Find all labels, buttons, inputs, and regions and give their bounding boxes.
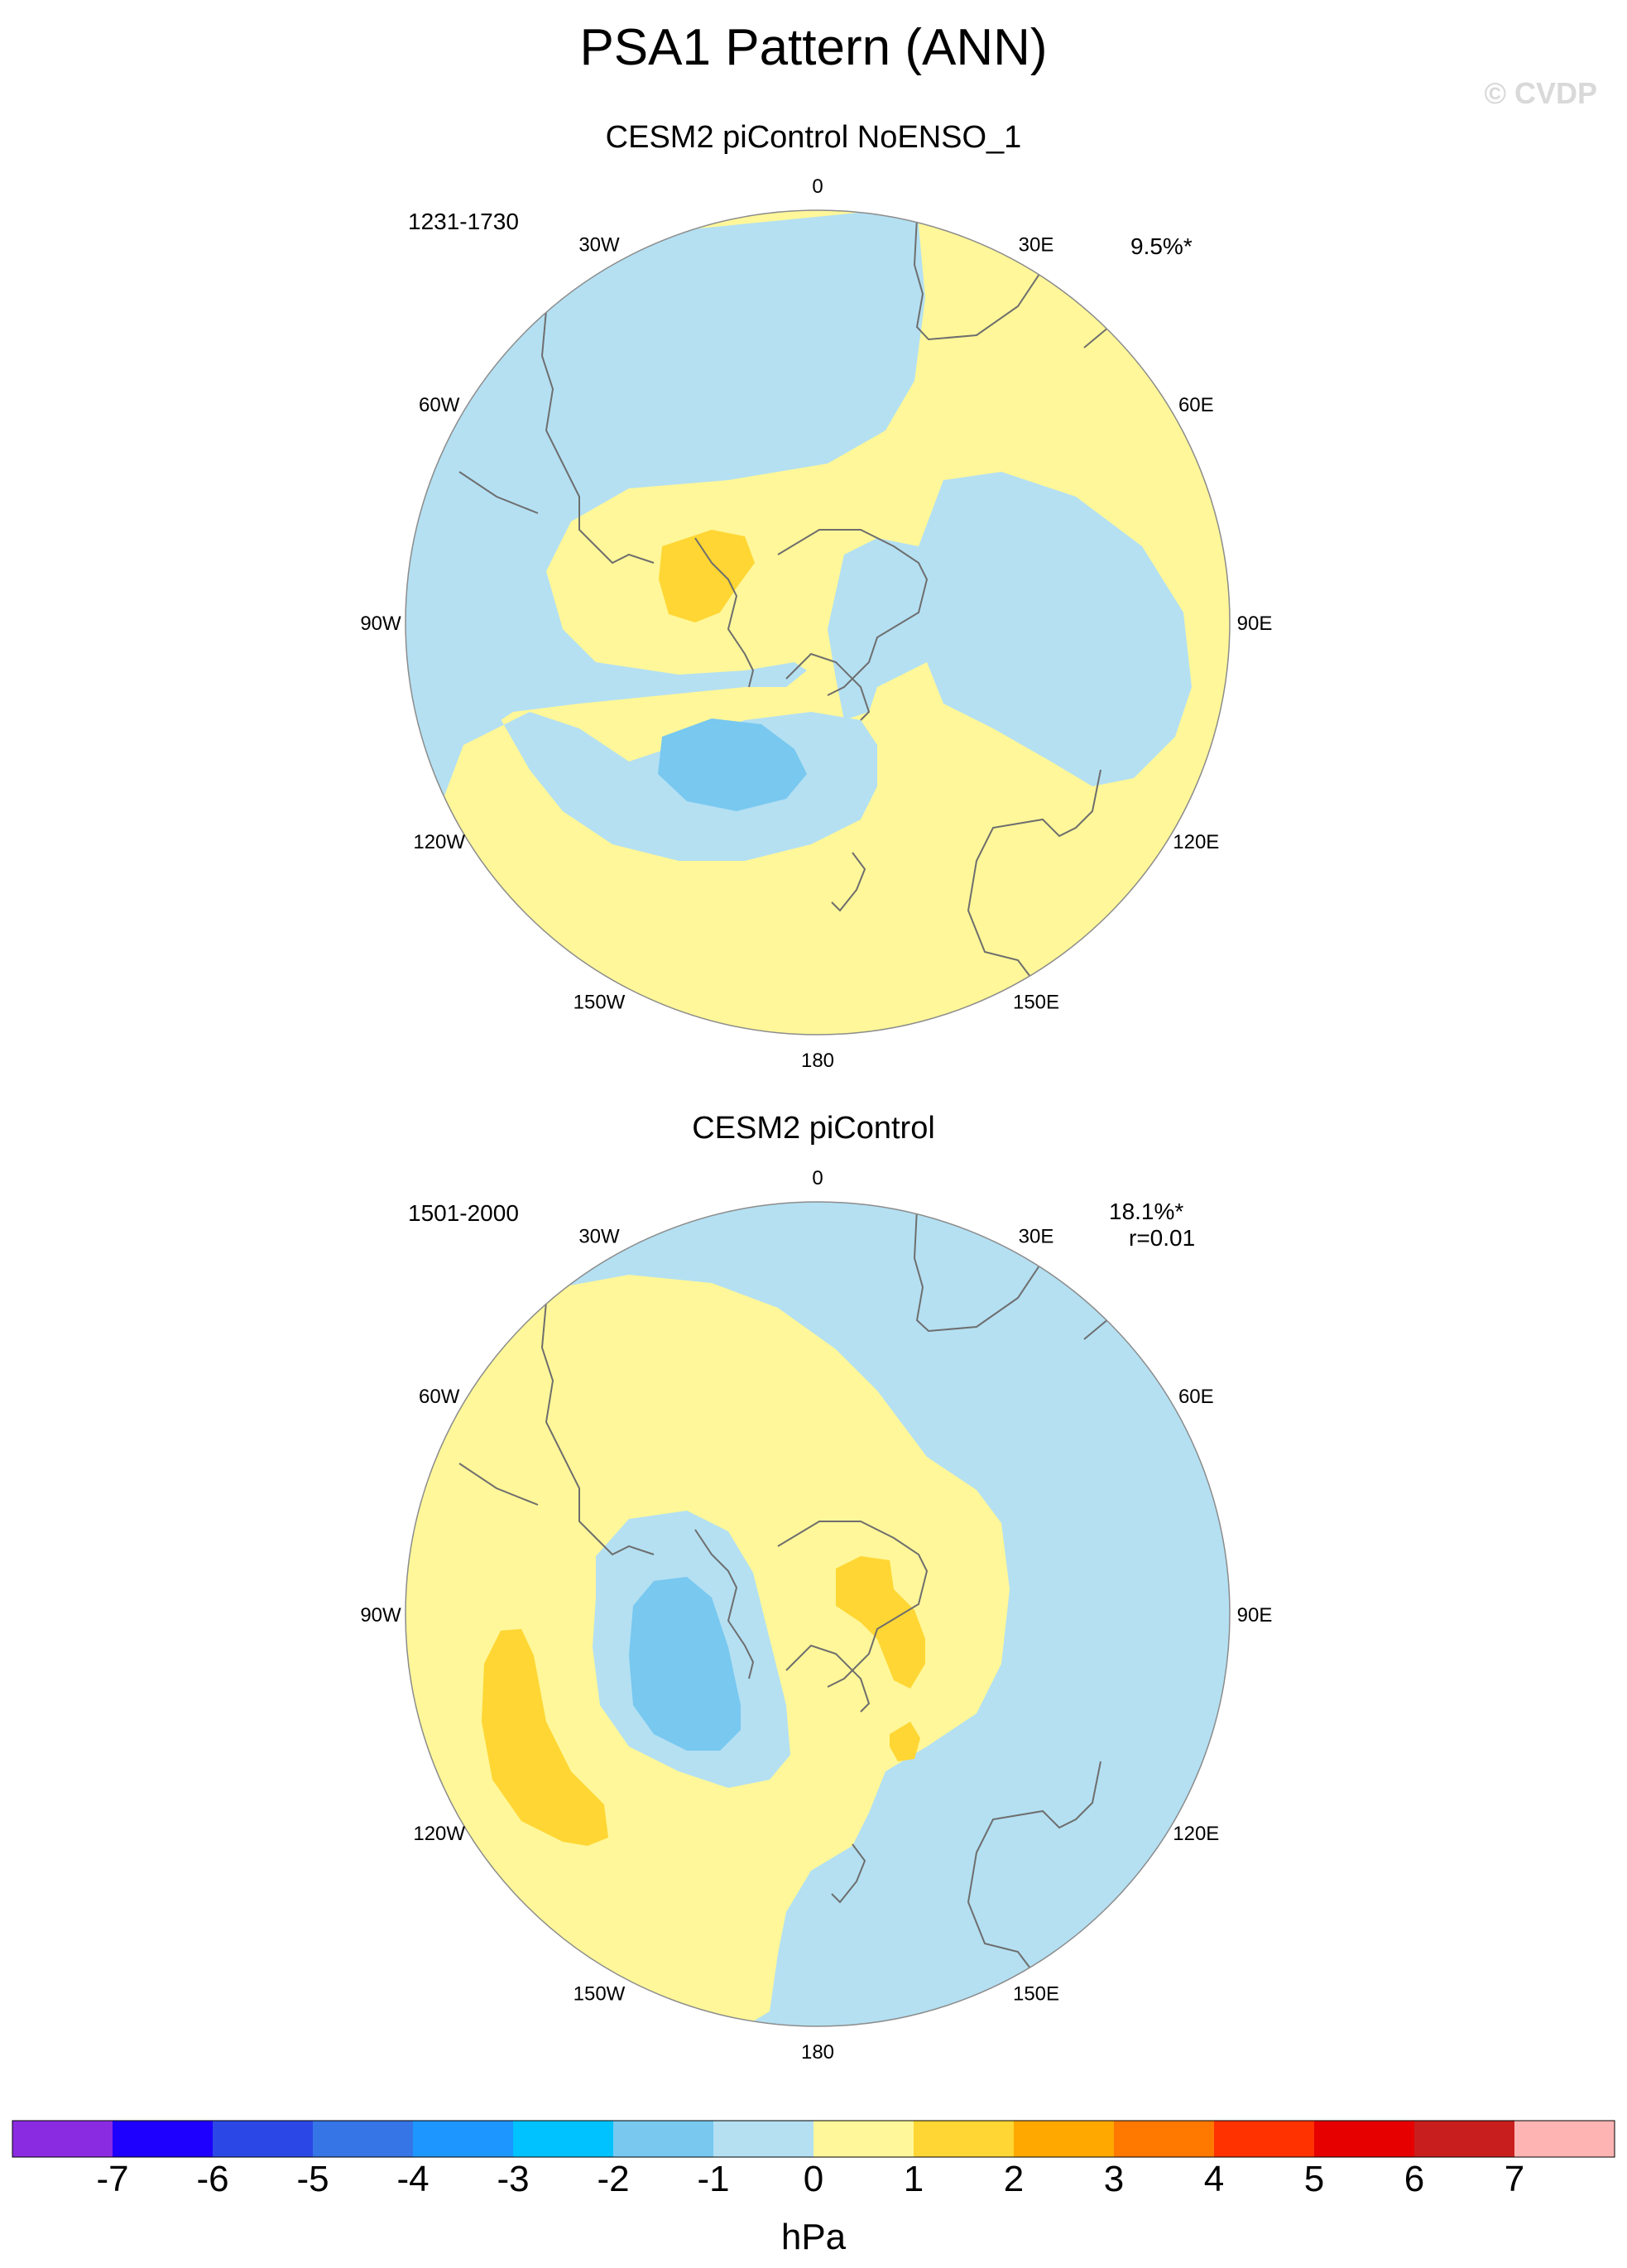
- colorbar-tick-label: 6: [1404, 2159, 1425, 2199]
- panel-1-lon-label: 30E: [1019, 234, 1054, 257]
- panel-1-map: [406, 210, 1230, 1035]
- colorbar-tick-label: -1: [697, 2159, 730, 2199]
- colorbar-tick-label: 7: [1504, 2159, 1525, 2199]
- colorbar-box: [313, 2121, 414, 2157]
- colorbar-box: [1014, 2121, 1115, 2157]
- panel-1-lon-label: 120E: [1173, 831, 1219, 853]
- panel-2-longitude-labels: 0 30E 60E 90E 120E 150E 180 150W 120W 90W 60W 30W: [360, 1167, 1272, 2064]
- panel-1-longitude-labels: 0 30E 60E 90E 120E 150E 180 150W 120W 90W 60W 30W: [360, 175, 1272, 1072]
- panel-2-years: 1501-2000: [408, 1200, 519, 1226]
- colorbar-tick-label: 1: [903, 2159, 924, 2199]
- panel-1-title: CESM2 piControl NoENSO_1: [605, 120, 1022, 155]
- panel-1-negative-core: [658, 718, 807, 811]
- panel-2-lon-label: 30W: [578, 1226, 620, 1248]
- panel-1-years: 1231-1730: [408, 209, 519, 234]
- colorbar-box: [713, 2121, 814, 2157]
- panel-1-lon-label: 150E: [1013, 991, 1059, 1013]
- panel-1-lon-label: 90W: [360, 613, 401, 635]
- colorbar-box: [213, 2121, 314, 2157]
- panel-2-title: CESM2 piControl: [692, 1111, 935, 1146]
- panel-2-variance: 18.1%*: [1109, 1199, 1184, 1224]
- panel-2-map-border: [405, 1201, 1231, 2027]
- panel-1-lon-label: 60E: [1178, 394, 1214, 416]
- panel-1-lon-label: 60W: [419, 394, 460, 416]
- colorbar-tick-label: -4: [396, 2159, 430, 2199]
- colorbar-tick-label: 2: [1003, 2159, 1025, 2199]
- colorbar-box: [1514, 2121, 1615, 2157]
- copyright-watermark: © CVDP: [1484, 76, 1597, 110]
- colorbar-tick-label: 4: [1203, 2159, 1225, 2199]
- panel-2-lon-label: 60W: [419, 1386, 460, 1408]
- panel-1-lon-label: 120W: [413, 831, 465, 853]
- panel-1-variance: 9.5%*: [1130, 233, 1193, 259]
- panel-1-lon-label: 0: [812, 175, 823, 198]
- panel-2-correlation: r=0.01: [1129, 1225, 1196, 1251]
- colorbar-box: [113, 2121, 214, 2157]
- panel-1-positive-core: [659, 530, 755, 622]
- colorbar-box: [12, 2121, 113, 2157]
- colorbar-box: [613, 2121, 714, 2157]
- panel-2-lon-label: 60E: [1178, 1386, 1214, 1408]
- colorbar-tick-label: -7: [96, 2159, 129, 2199]
- panel-2-lon-label: 90E: [1237, 1604, 1273, 1627]
- panel-1-lon-label: 30W: [578, 234, 620, 257]
- panel-2-lon-label: 180: [801, 2041, 834, 2064]
- colorbar: [12, 2120, 1615, 2158]
- colorbar-box: [1114, 2121, 1215, 2157]
- panel-2-positive-core-west: [482, 1629, 608, 1846]
- panel-1-map-border: [405, 209, 1231, 1035]
- panel-2-coastlines: [458, 1208, 1126, 1986]
- panel-1-lon-label: 150W: [574, 991, 626, 1013]
- panel-2-map: [406, 1202, 1230, 2026]
- colorbar-box: [413, 2121, 514, 2157]
- colorbar-box: [914, 2121, 1015, 2157]
- colorbar-box: [513, 2121, 614, 2157]
- panel-2-lon-label: 120E: [1173, 1823, 1219, 1845]
- colorbar-tick-label: 5: [1303, 2159, 1325, 2199]
- colorbar-box: [814, 2121, 914, 2157]
- colorbar-units: hPa: [780, 2217, 847, 2257]
- colorbar-tick-label: -6: [196, 2159, 229, 2199]
- panel-1-negative-region-east: [828, 472, 1192, 786]
- figure-title: PSA1 Pattern (ANN): [579, 19, 1048, 76]
- panel-1-lon-label: 180: [801, 1050, 834, 1072]
- colorbar-box: [1214, 2121, 1315, 2157]
- panel-2-positive-core-east: [836, 1556, 925, 1689]
- colorbar-box: [1314, 2121, 1415, 2157]
- colorbar-tick-label: -2: [597, 2159, 630, 2199]
- panel-2-positive-core-small: [890, 1722, 920, 1761]
- colorbar-tick-label: 3: [1103, 2159, 1125, 2199]
- colorbar-tick-label: -5: [296, 2159, 329, 2199]
- panel-2-negative-core: [629, 1577, 741, 1751]
- colorbar-tick-label: 0: [803, 2159, 824, 2199]
- panel-1-lon-label: 90E: [1237, 613, 1273, 635]
- panel-2-lon-label: 30E: [1019, 1226, 1054, 1248]
- colorbar-box: [1414, 2121, 1515, 2157]
- panel-2-lon-label: 90W: [360, 1604, 401, 1627]
- panel-2-lon-label: 120W: [413, 1823, 465, 1845]
- colorbar-outline: [12, 2120, 1615, 2158]
- colorbar-tick-label: -3: [497, 2159, 530, 2199]
- panel-2-lon-label: 150W: [574, 1982, 626, 2005]
- panel-2-lon-label: 0: [812, 1167, 823, 1189]
- panel-2-lon-label: 150E: [1013, 1982, 1059, 2005]
